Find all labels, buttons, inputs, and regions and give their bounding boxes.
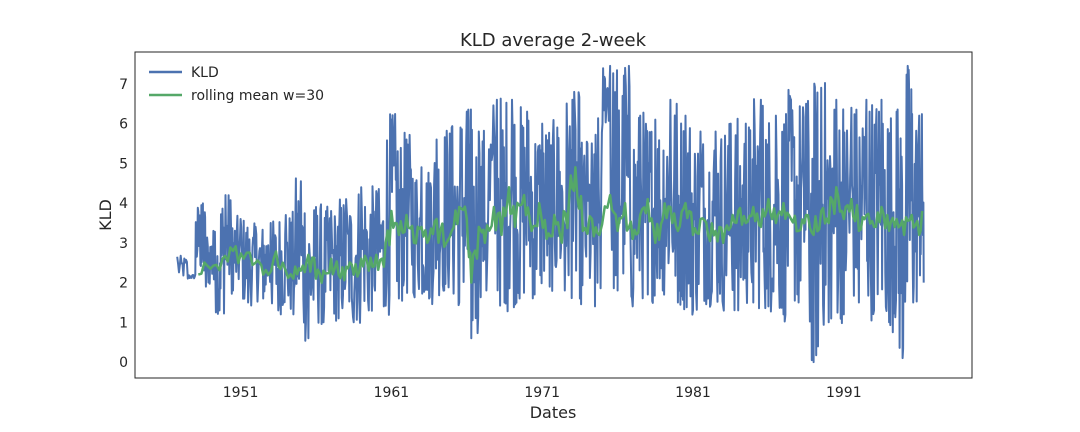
y-tick-label: 4	[119, 196, 128, 212]
x-tick-label: 1981	[675, 385, 711, 401]
legend-label-kld: KLD	[191, 65, 219, 81]
y-axis-ticks: 0 1 2 3 4 5 6 7	[119, 77, 128, 371]
chart-title: KLD average 2-week	[460, 30, 647, 51]
x-axis-label: Dates	[530, 403, 577, 422]
y-tick-label: 1	[119, 315, 128, 331]
y-tick-label: 5	[119, 156, 128, 172]
x-tick-label: 1951	[223, 385, 259, 401]
x-tick-label: 1971	[524, 385, 560, 401]
y-tick-label: 0	[119, 355, 128, 371]
series-line-kld	[176, 64, 925, 364]
x-tick-label: 1991	[826, 385, 862, 401]
y-tick-label: 2	[119, 276, 128, 292]
plot-area	[134, 51, 973, 379]
y-axis-label: KLD	[96, 199, 115, 231]
y-tick-label: 7	[119, 77, 128, 93]
plot-frame	[134, 51, 973, 379]
legend-label-rolling-mean: rolling mean w=30	[191, 88, 324, 104]
series-line-rolling-mean	[197, 166, 924, 285]
x-tick-label: 1961	[374, 385, 410, 401]
series-layer	[176, 64, 925, 364]
legend: KLD rolling mean w=30	[149, 65, 324, 104]
y-tick-label: 6	[119, 117, 128, 133]
y-tick-label: 3	[119, 236, 128, 252]
x-axis-ticks: 1951 1961 1971 1981 1991	[223, 385, 862, 401]
